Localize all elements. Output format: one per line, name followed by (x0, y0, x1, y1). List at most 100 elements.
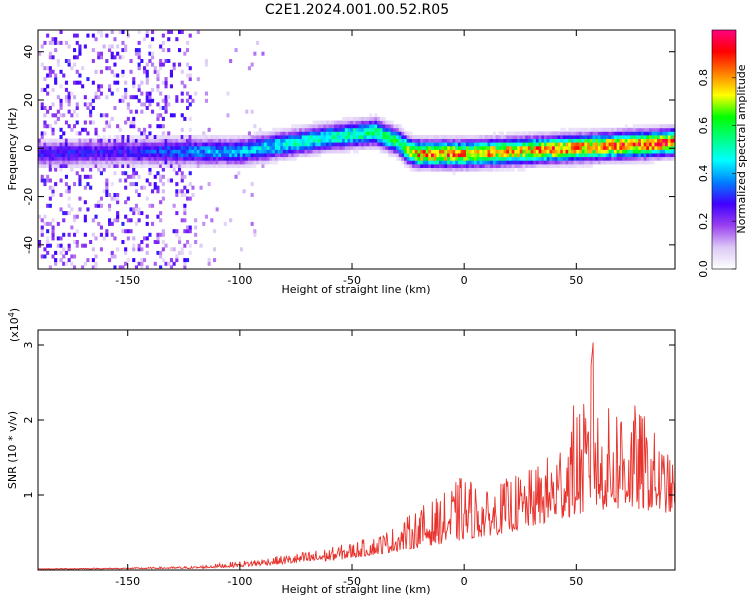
heatmap-cell (229, 135, 233, 139)
heatmap-cell (562, 149, 566, 154)
heatmap-cell (382, 131, 386, 136)
heatmap-cell (116, 135, 120, 139)
heatmap-cell (374, 124, 378, 129)
heatmap-cell (159, 91, 163, 96)
heatmap-cell (73, 80, 77, 85)
heatmap-cell (525, 138, 529, 143)
heatmap-cell (312, 145, 316, 150)
heatmap-cell (148, 149, 152, 154)
heatmap-cell (108, 164, 112, 168)
heatmap-cell (253, 51, 257, 56)
heatmap-cell (387, 124, 391, 129)
heatmap-cell (546, 149, 550, 154)
heatmap-cell (51, 225, 55, 230)
heatmap-cell (474, 149, 478, 154)
heatmap-cell (73, 218, 77, 223)
heatmap-cell (460, 149, 464, 154)
heatmap-cell (619, 153, 623, 158)
heatmap-cell (124, 214, 128, 219)
heatmap-cell (94, 265, 98, 269)
heatmap-cell (479, 153, 483, 158)
heatmap-cell (175, 189, 179, 194)
heatmap-cell (67, 203, 71, 208)
heatmap-cell (393, 124, 397, 129)
heatmap-cell (180, 69, 184, 74)
heatmap-cell (134, 156, 138, 161)
heatmap-cell (355, 127, 359, 132)
heatmap-cell (560, 160, 564, 165)
heatmap-cell (169, 164, 173, 168)
heatmap-cell (169, 73, 173, 78)
heatmap-cell (247, 153, 251, 158)
heatmap-cell (533, 145, 537, 150)
snr-y-tick-label: 1 (22, 492, 35, 499)
heatmap-cell (148, 102, 152, 107)
heatmap-cell (568, 142, 572, 147)
heatmap-cell (511, 160, 515, 165)
heatmap-cell (428, 160, 432, 165)
heatmap-cell (97, 160, 101, 165)
heatmap-cell (452, 135, 456, 139)
heatmap-cell (91, 218, 95, 223)
heatmap-cell (78, 142, 82, 147)
heatmap-cell (223, 164, 227, 168)
heatmap-cell (229, 160, 233, 165)
heatmap-cell (482, 164, 486, 168)
heatmap-cell (129, 218, 133, 223)
heatmap-cell (452, 164, 456, 168)
heatmap-cell (132, 80, 136, 85)
heatmap-cell (132, 258, 136, 263)
heatmap-cell (624, 124, 628, 129)
heatmap-cell (552, 156, 556, 161)
heatmap-cell (116, 247, 120, 252)
heatmap-cell (361, 145, 365, 150)
heatmap-cell (186, 164, 190, 168)
heatmap-cell (132, 145, 136, 150)
heatmap-cell (538, 164, 542, 168)
heatmap-cell (134, 142, 138, 147)
heatmap-cell (159, 113, 163, 118)
heatmap-cell (247, 156, 251, 161)
heatmap-cell (616, 138, 620, 143)
heatmap-cell (460, 156, 464, 161)
heatmap-cell (654, 142, 658, 147)
heatmap-cell (662, 124, 666, 129)
heatmap-cell (538, 131, 542, 136)
heatmap-cell (455, 149, 459, 154)
heatmap-cell (43, 145, 47, 150)
heatmap-cell (178, 240, 182, 244)
heatmap-cell (91, 142, 95, 147)
heatmap-x-ticks: -150 -100 -50 0 50 (115, 30, 583, 287)
heatmap-cell (352, 142, 356, 147)
heatmap-cell (199, 142, 203, 147)
heatmap-cell (457, 138, 461, 143)
heatmap-cell (186, 196, 190, 201)
heatmap-cell (409, 138, 413, 143)
heatmap-cell (151, 203, 155, 208)
heatmap-cell (484, 160, 488, 165)
heatmap-cell (479, 135, 483, 139)
heatmap-cell (145, 135, 149, 139)
heatmap-cell (670, 124, 674, 129)
heatmap-cell (390, 124, 394, 129)
heatmap-cell (638, 142, 642, 147)
heatmap-cell (137, 153, 141, 158)
heatmap-cell (293, 142, 297, 147)
heatmap-cell (533, 153, 537, 158)
heatmap-cell (253, 138, 257, 143)
heatmap-cell (264, 149, 268, 154)
heatmap-cell (317, 138, 321, 143)
heatmap-cell (261, 145, 265, 150)
heatmap-cell (210, 135, 214, 139)
heatmap-cell (420, 167, 424, 172)
heatmap-cell (183, 193, 187, 197)
heatmap-cell (622, 131, 626, 136)
heatmap-cell (274, 142, 278, 147)
heatmap-cell (137, 142, 141, 147)
heatmap-cell (172, 203, 176, 208)
heatmap-cell (299, 127, 303, 132)
heatmap-cell (202, 164, 206, 168)
heatmap-cell (269, 160, 273, 165)
heatmap-cell (387, 135, 391, 139)
heatmap-cell (326, 138, 330, 143)
